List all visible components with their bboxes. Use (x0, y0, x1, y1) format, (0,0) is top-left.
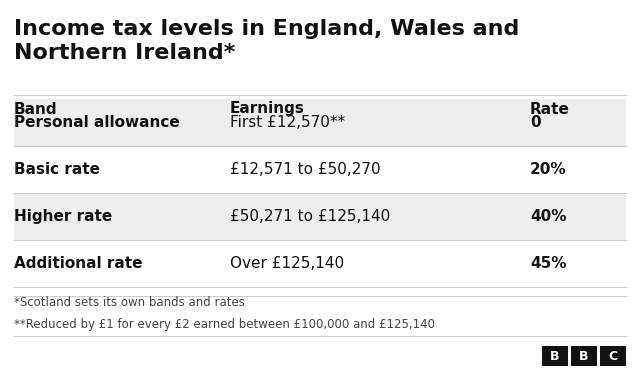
Text: Income tax levels in England, Wales and
Northern Ireland*: Income tax levels in England, Wales and … (14, 19, 520, 63)
Text: First £12,570**: First £12,570** (230, 115, 345, 130)
Bar (600, 346, 626, 366)
Text: 40%: 40% (530, 209, 566, 224)
Text: £50,271 to £125,140: £50,271 to £125,140 (230, 209, 390, 224)
Bar (14, 193, 626, 240)
Text: *Scotland sets its own bands and rates: *Scotland sets its own bands and rates (14, 296, 245, 309)
Bar (14, 99, 626, 146)
Text: 0: 0 (530, 115, 541, 130)
Text: B: B (550, 349, 560, 362)
Text: Additional rate: Additional rate (14, 256, 143, 271)
Text: £12,571 to £50,270: £12,571 to £50,270 (230, 162, 381, 177)
Bar (571, 346, 597, 366)
Text: Rate: Rate (530, 101, 570, 116)
Text: Earnings: Earnings (230, 101, 305, 116)
Text: Basic rate: Basic rate (14, 162, 100, 177)
Text: Higher rate: Higher rate (14, 209, 112, 224)
Text: Band: Band (14, 101, 58, 116)
Text: 20%: 20% (530, 162, 566, 177)
Text: Personal allowance: Personal allowance (14, 115, 180, 130)
Text: **Reduced by £1 for every £2 earned between £100,000 and £125,140: **Reduced by £1 for every £2 earned betw… (14, 318, 435, 331)
Text: B: B (579, 349, 589, 362)
Text: 45%: 45% (530, 256, 566, 271)
Text: C: C (609, 349, 618, 362)
Text: Over £125,140: Over £125,140 (230, 256, 344, 271)
Bar (542, 346, 568, 366)
